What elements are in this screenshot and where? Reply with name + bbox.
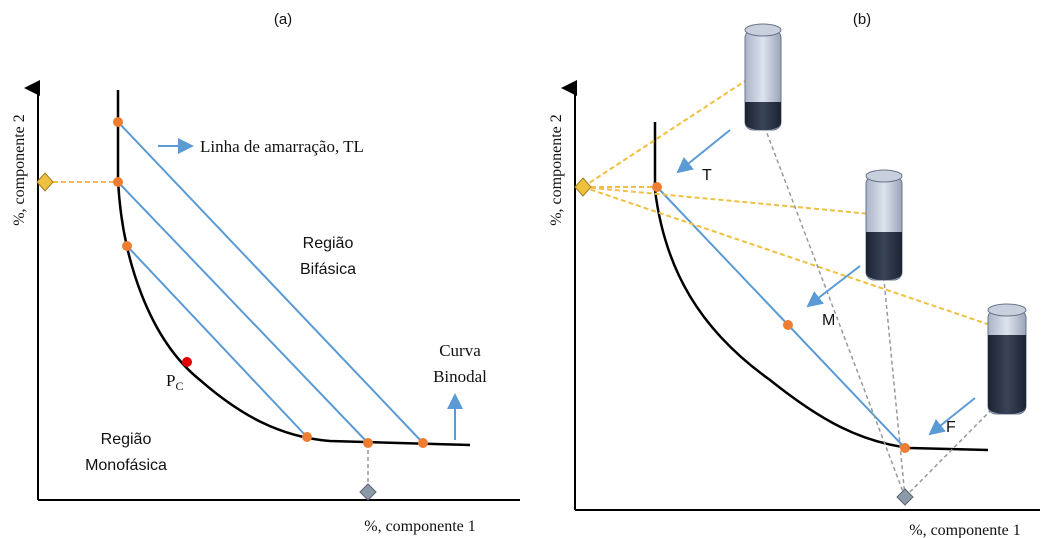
tube — [866, 170, 902, 280]
diamond — [360, 484, 376, 500]
annotation: Linha de amarração, TL — [200, 137, 364, 156]
panel-label: (a) — [274, 11, 292, 28]
diamond — [575, 178, 591, 196]
x-axis-label: %, componente 1 — [909, 522, 1021, 538]
x-axis-label: %, componente 1 — [364, 518, 476, 535]
point-label: F — [946, 419, 956, 436]
tube — [745, 24, 781, 130]
panel-a: (a) %, componente 2 %, componente 1 PC L… — [11, 11, 520, 535]
panel-b: (b) %, componente 2 %, componente 1 — [548, 11, 1040, 538]
point-label: M — [822, 312, 835, 329]
diamond — [37, 173, 53, 191]
critical-point-label: PC — [166, 371, 183, 393]
critical-point — [182, 357, 192, 367]
region-label: Região — [101, 431, 152, 448]
dashed-lines — [583, 70, 1005, 330]
arrow — [678, 130, 730, 172]
region-label: Bifásica — [300, 261, 356, 278]
tube — [988, 304, 1026, 414]
y-axis-label: %, componente 2 — [548, 114, 565, 226]
curve-label: Binodal — [433, 367, 487, 386]
curve-label: Curva — [439, 341, 481, 360]
region-label: Monofásica — [85, 457, 167, 474]
tie-lines — [118, 122, 423, 443]
point-label: T — [702, 167, 712, 184]
region-label: Região — [303, 235, 354, 252]
figure: (a) %, componente 2 %, componente 1 PC L… — [0, 0, 1044, 538]
panel-label: (b) — [853, 11, 871, 28]
y-axis-label: %, componente 2 — [11, 114, 28, 226]
